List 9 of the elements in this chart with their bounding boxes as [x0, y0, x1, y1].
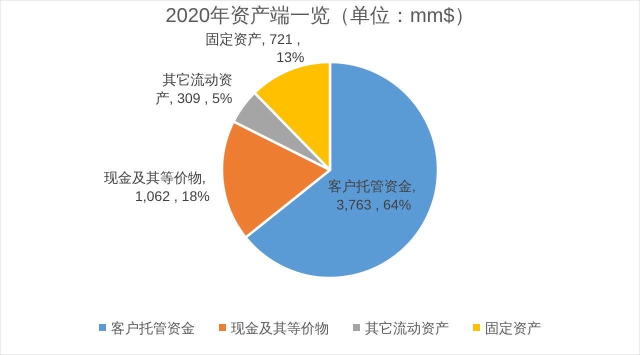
data-label: 固定资产, 721 , 13% — [206, 30, 304, 66]
legend-label: 其它流动资产 — [365, 320, 449, 336]
legend-label: 现金及其等价物 — [231, 320, 329, 336]
legend-label: 固定资产 — [485, 320, 541, 336]
chart-title: 2020年资产端一览（单位：mm$） — [166, 5, 474, 27]
legend-label: 客户托管资金 — [111, 320, 195, 336]
data-label: 现金及其等价物, 1,062 , 18% — [104, 170, 210, 204]
data-label: 其它流动资产, 309 , 5% — [155, 72, 232, 106]
data-label: 客户托管资金, 3,763 , 64% — [328, 178, 420, 212]
